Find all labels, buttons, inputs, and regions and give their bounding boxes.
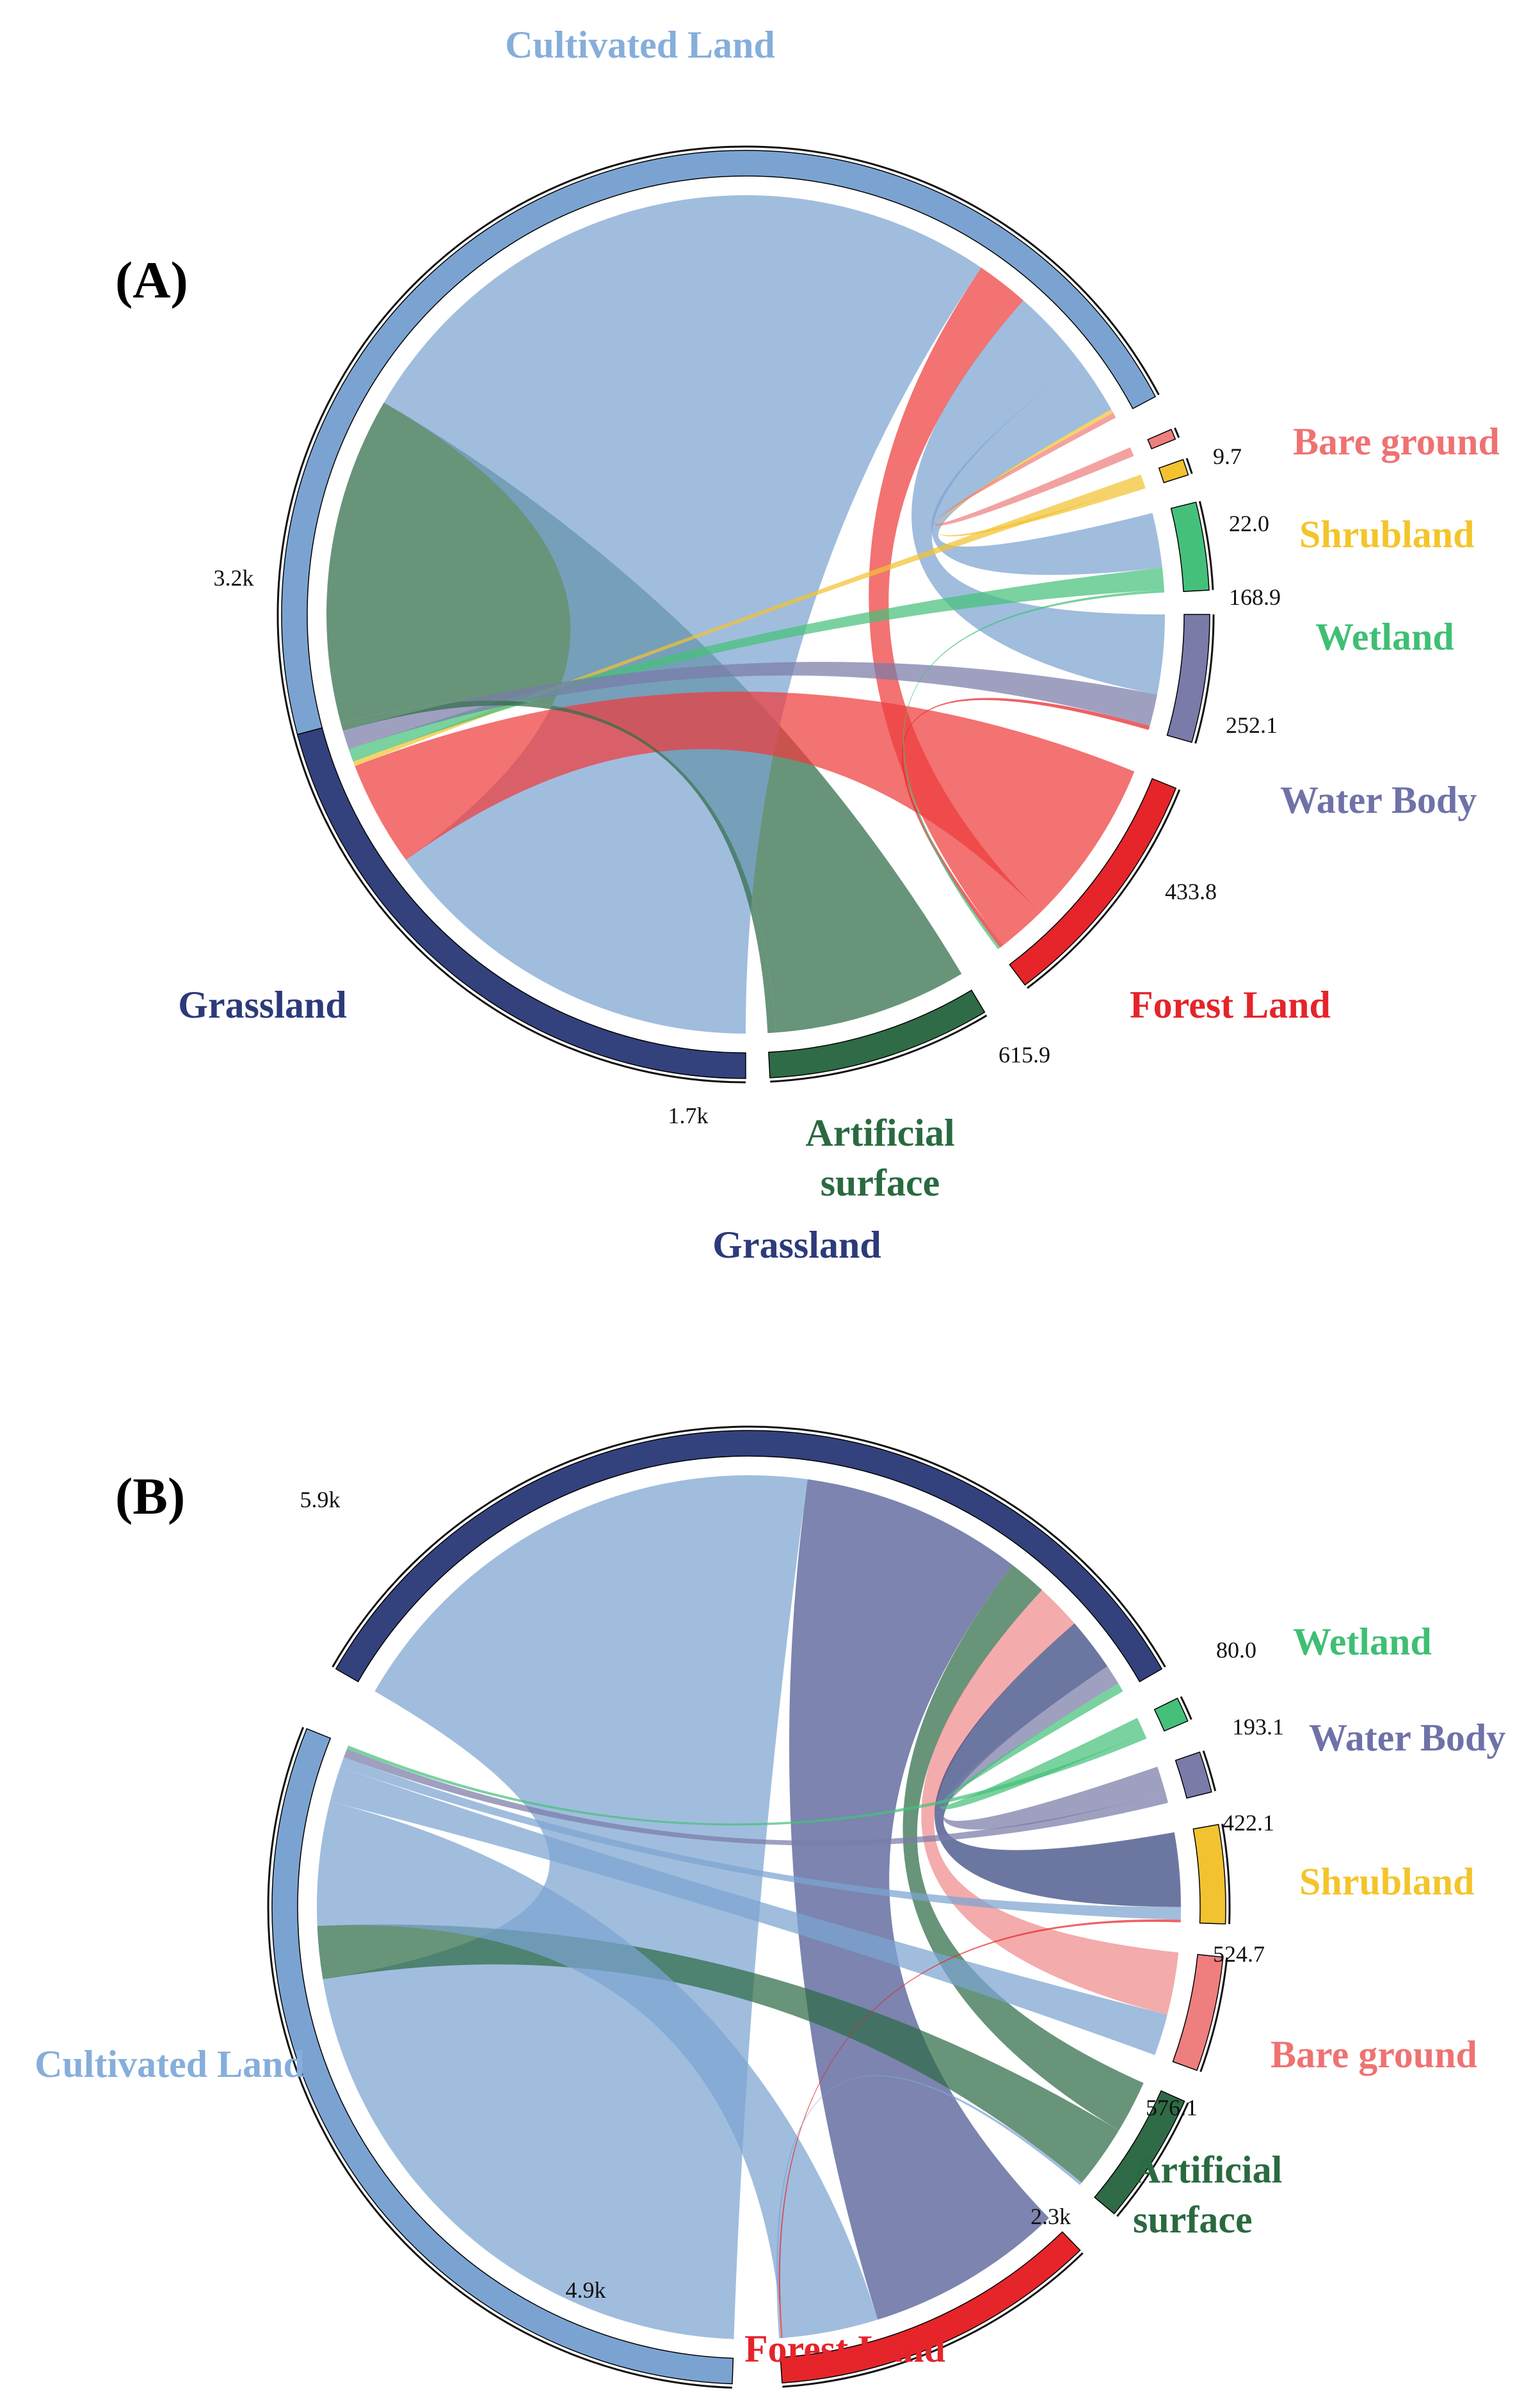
chord-ribbon-grassland-to-forest: [789, 1479, 1049, 2320]
node-axis-artificial: [1116, 2102, 1189, 2217]
node-arc-water: [1175, 1751, 1212, 1799]
chord-ribbon-cultivated-to-wetland: [931, 362, 1162, 575]
chord-ribbon-grassland-to-shrub: [353, 474, 1144, 767]
node-arc-wetland: [1170, 501, 1210, 592]
total-value-label-cultivated: 3.2k: [214, 565, 254, 591]
category-label-line: Artificial: [805, 1112, 954, 1154]
chord-ribbon-grassland-to-bare: [921, 1590, 1179, 2015]
chord-ribbon-cultivated-to-forest: [869, 268, 1041, 945]
node-arc-forest: [780, 2231, 1081, 2383]
total-value-label-shrub: 422.1: [1223, 1810, 1274, 1836]
chord-ribbon-cultivated-to-artificial: [317, 1924, 1119, 2183]
total-value-label-artificial: 615.9: [999, 1042, 1050, 1068]
category-label-line: Artificial: [1133, 2149, 1282, 2191]
node-axis-cultivated: [277, 145, 1160, 736]
chord-ribbon-cultivated-to-forest: [317, 1801, 878, 2338]
category-label-bare: Bare ground: [1271, 2033, 1477, 2076]
category-label-shrub: Shrubland: [1299, 1861, 1475, 1903]
total-value-label-wetland: 80.0: [1216, 1637, 1256, 1663]
category-label-cultivated: Cultivated Land: [505, 24, 775, 66]
node-arc-grassland: [296, 727, 746, 1079]
node-arc-cultivated: [271, 1727, 734, 2385]
category-label-grassland: Grassland: [178, 984, 346, 1026]
total-value-label-artificial: 576.1: [1146, 2095, 1198, 2120]
category-label-line: surface: [1133, 2199, 1253, 2241]
category-label-artificial: Artificial surface: [805, 1112, 954, 1204]
node-axis-water: [1194, 614, 1215, 744]
total-value-label-forest: 2.3k: [1031, 2204, 1071, 2229]
category-label-cultivated: Cultivated Land: [35, 2043, 305, 2085]
category-label-wetland: Wetland: [1315, 616, 1454, 658]
chord-ribbon-grassland-to-shrub: [934, 1623, 1181, 1907]
chord-ribbon-forest-to-water: [901, 698, 1150, 948]
node-arc-artificial: [768, 989, 986, 1078]
total-value-label-grassland: 1.7k: [668, 1103, 709, 1128]
chord-panel-a: (A) Cultivated Land 3.2k Bare ground 9.7 Shru…: [115, 24, 1500, 1204]
node-axis-forest: [1027, 789, 1181, 989]
category-label-wetland: Wetland: [1293, 1621, 1432, 1663]
node-arc-forest: [1009, 778, 1177, 986]
category-label-forest: Forest Land: [744, 2328, 945, 2370]
total-value-label-water: 252.1: [1226, 712, 1278, 738]
category-label-line: surface: [821, 1162, 940, 1204]
total-value-label-bare: 9.7: [1213, 444, 1242, 469]
category-label-grassland: Grassland: [712, 1224, 881, 1266]
node-axis-water: [1202, 1750, 1217, 1791]
chord-ribbon-cultivated-to-grassland: [383, 195, 982, 1034]
chord-ribbon-grassland-to-water: [342, 662, 1157, 749]
category-label-bare: Bare ground: [1293, 421, 1500, 463]
total-value-label-forest: 433.8: [1165, 879, 1217, 904]
node-axis-cultivated: [267, 1727, 732, 2389]
panel-label: (A): [115, 251, 188, 309]
total-value-label-shrub: 22.0: [1229, 511, 1269, 536]
node-axis-shrub: [1185, 458, 1193, 474]
category-label-water: Water Body: [1280, 779, 1477, 821]
category-label-shrub: Shrubland: [1299, 513, 1475, 556]
node-arc-bare: [1147, 428, 1176, 450]
node-arc-bare: [1172, 1953, 1224, 2071]
chord-ribbon-cultivated-to-bare: [330, 1767, 1167, 2055]
chord-ribbon-cultivated-to-bare: [934, 412, 1134, 526]
node-axis-wetland: [1198, 501, 1214, 590]
node-axis-grassland: [293, 735, 746, 1084]
total-value-label-wetland: 168.9: [1229, 584, 1281, 610]
panel-label: (B): [115, 1467, 185, 1525]
chord-panel-b: (B) Grassland 5.9k Wetland 80.0 Water Body 193…: [35, 1224, 1505, 2389]
node-axis-bare: [1173, 427, 1180, 438]
chord-ribbon-grassland-to-wetland: [939, 1683, 1144, 1809]
total-value-label-water: 193.1: [1232, 1714, 1284, 1740]
ribbons: [326, 195, 1165, 1034]
chord-ribbon-grassland-to-water: [942, 1666, 1166, 1830]
total-value-label-grassland: 5.9k: [300, 1487, 341, 1512]
node-arc-cultivated: [281, 150, 1157, 735]
node-axis-grassland: [332, 1425, 1166, 1668]
node-arc-grassland: [335, 1430, 1163, 1683]
node-axis-shrub: [1221, 1823, 1231, 1925]
total-value-label-bare: 524.7: [1213, 1941, 1265, 1967]
ribbons: [317, 1475, 1182, 2339]
node-axis-forest: [782, 2252, 1084, 2388]
chord-ribbon-cultivated-to-wetland: [347, 1733, 1147, 1826]
category-label-water: Water Body: [1309, 1717, 1505, 1759]
chord-ribbon-grassland-to-forest: [355, 691, 1135, 913]
category-label-forest: Forest Land: [1130, 984, 1331, 1026]
node-arc-wetland: [1153, 1697, 1189, 1732]
node-arc-shrub: [1158, 459, 1189, 483]
node-axis-bare: [1199, 1957, 1228, 2072]
chord-ribbon-grassland-to-wetland: [348, 567, 1164, 762]
node-arc-water: [1166, 614, 1210, 743]
node-arc-shrub: [1192, 1823, 1226, 1925]
chord-ribbon-grassland-to-artificial: [902, 1565, 1144, 2131]
node-axis-artificial: [770, 1014, 988, 1083]
category-label-artificial: Artificial surface: [1133, 2149, 1282, 2241]
node-arc-artificial: [1094, 2090, 1185, 2215]
total-value-label-cultivated: 4.9k: [566, 2277, 606, 2303]
node-axis-wetland: [1180, 1696, 1192, 1720]
